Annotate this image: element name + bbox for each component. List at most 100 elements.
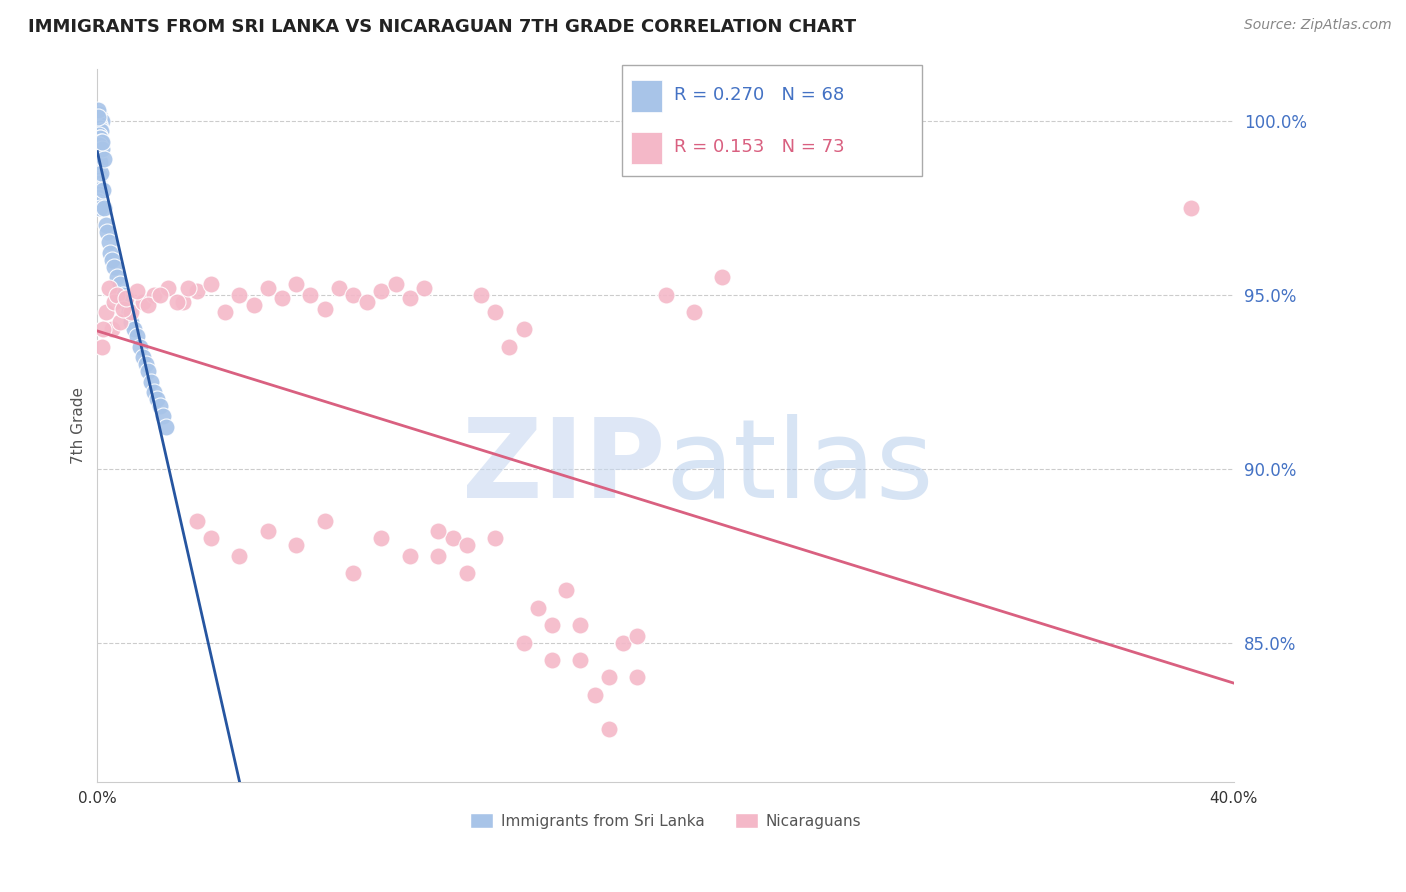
- Point: [111, 287, 134, 301]
- Point: [114, 294, 136, 309]
- Point: [583, 688, 606, 702]
- Y-axis label: 7th Grade: 7th Grade: [72, 386, 86, 464]
- Point: [127, 284, 149, 298]
- Point: [149, 399, 172, 413]
- Point: [127, 329, 149, 343]
- Bar: [631, 79, 662, 112]
- Point: [90, 135, 112, 149]
- Point: [569, 618, 592, 632]
- Point: [89, 131, 111, 145]
- Point: [89, 148, 111, 162]
- Text: ZIP: ZIP: [463, 415, 665, 522]
- Point: [132, 294, 155, 309]
- Point: [87, 145, 110, 159]
- Point: [612, 635, 634, 649]
- Point: [484, 531, 506, 545]
- Point: [87, 107, 110, 121]
- Point: [512, 635, 534, 649]
- Point: [214, 305, 236, 319]
- Point: [91, 322, 114, 336]
- Point: [177, 281, 200, 295]
- Point: [256, 281, 278, 295]
- Point: [108, 316, 131, 330]
- Point: [626, 670, 648, 684]
- Point: [90, 340, 112, 354]
- Point: [470, 287, 492, 301]
- Point: [155, 420, 177, 434]
- Point: [98, 246, 121, 260]
- Point: [103, 260, 125, 274]
- Point: [120, 305, 142, 319]
- Point: [91, 142, 114, 156]
- Point: [314, 514, 336, 528]
- Point: [200, 531, 222, 545]
- Point: [94, 218, 117, 232]
- Point: [498, 340, 520, 354]
- Point: [456, 538, 478, 552]
- Point: [186, 284, 208, 298]
- Point: [87, 186, 110, 201]
- Point: [89, 179, 111, 194]
- Point: [135, 357, 157, 371]
- Point: [87, 173, 110, 187]
- Point: [89, 155, 111, 169]
- Point: [200, 277, 222, 292]
- Point: [87, 162, 110, 177]
- Point: [97, 235, 120, 250]
- Text: R = 0.270   N = 68: R = 0.270 N = 68: [675, 86, 845, 103]
- Text: atlas: atlas: [665, 415, 934, 522]
- Point: [100, 252, 122, 267]
- Point: [441, 531, 464, 545]
- Point: [94, 305, 117, 319]
- Point: [87, 194, 110, 208]
- Point: [711, 270, 734, 285]
- Point: [105, 270, 128, 285]
- Point: [87, 128, 110, 142]
- Point: [87, 103, 110, 118]
- Point: [111, 301, 134, 316]
- Point: [228, 549, 250, 563]
- Point: [103, 294, 125, 309]
- Point: [285, 538, 308, 552]
- Point: [541, 618, 564, 632]
- Point: [186, 514, 208, 528]
- Point: [626, 629, 648, 643]
- Point: [143, 385, 166, 400]
- Point: [370, 531, 392, 545]
- Point: [299, 287, 322, 301]
- Point: [242, 298, 264, 312]
- Point: [108, 277, 131, 292]
- Point: [96, 225, 118, 239]
- Point: [90, 113, 112, 128]
- Point: [427, 549, 450, 563]
- Point: [129, 340, 152, 354]
- Bar: [631, 132, 662, 164]
- Point: [87, 152, 110, 166]
- Point: [384, 277, 406, 292]
- Legend: Immigrants from Sri Lanka, Nicaraguans: Immigrants from Sri Lanka, Nicaraguans: [464, 806, 868, 835]
- Point: [157, 281, 180, 295]
- Point: [87, 138, 110, 153]
- Point: [120, 316, 142, 330]
- Point: [89, 124, 111, 138]
- Point: [89, 169, 111, 184]
- Point: [356, 294, 378, 309]
- Point: [87, 110, 110, 124]
- Point: [114, 291, 136, 305]
- Point: [90, 124, 112, 138]
- Point: [654, 287, 676, 301]
- Point: [141, 375, 163, 389]
- Point: [598, 723, 620, 737]
- Point: [314, 301, 336, 316]
- Point: [124, 322, 146, 336]
- Point: [105, 287, 128, 301]
- Point: [143, 287, 166, 301]
- Point: [87, 177, 110, 191]
- Point: [91, 183, 114, 197]
- Text: Source: ZipAtlas.com: Source: ZipAtlas.com: [1244, 18, 1392, 32]
- Point: [399, 549, 422, 563]
- Point: [541, 653, 564, 667]
- Point: [90, 135, 112, 149]
- Point: [138, 364, 160, 378]
- Point: [89, 120, 111, 135]
